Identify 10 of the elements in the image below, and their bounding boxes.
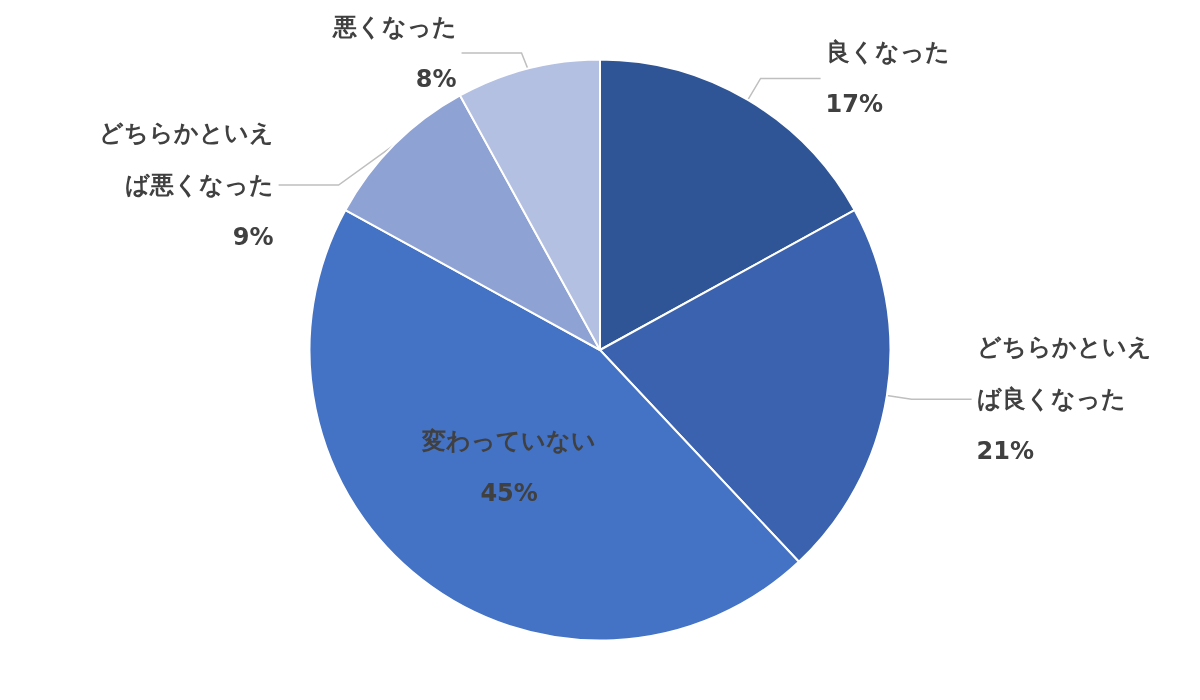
slice-label: どちらかといえば悪くなった bbox=[98, 119, 274, 199]
data-label: 21% bbox=[976, 437, 1035, 466]
data-label: 45% bbox=[480, 479, 538, 508]
data-label: 17% bbox=[825, 90, 884, 119]
data-label: 9% bbox=[232, 223, 274, 251]
slice-label: 悪くなった bbox=[331, 13, 457, 41]
slice-label: 良くなった bbox=[825, 38, 950, 67]
data-label: 8% bbox=[415, 65, 457, 93]
slice-label: 変わっていない bbox=[421, 427, 597, 456]
slice-label: どちらかといえば良くなった bbox=[976, 333, 1152, 414]
